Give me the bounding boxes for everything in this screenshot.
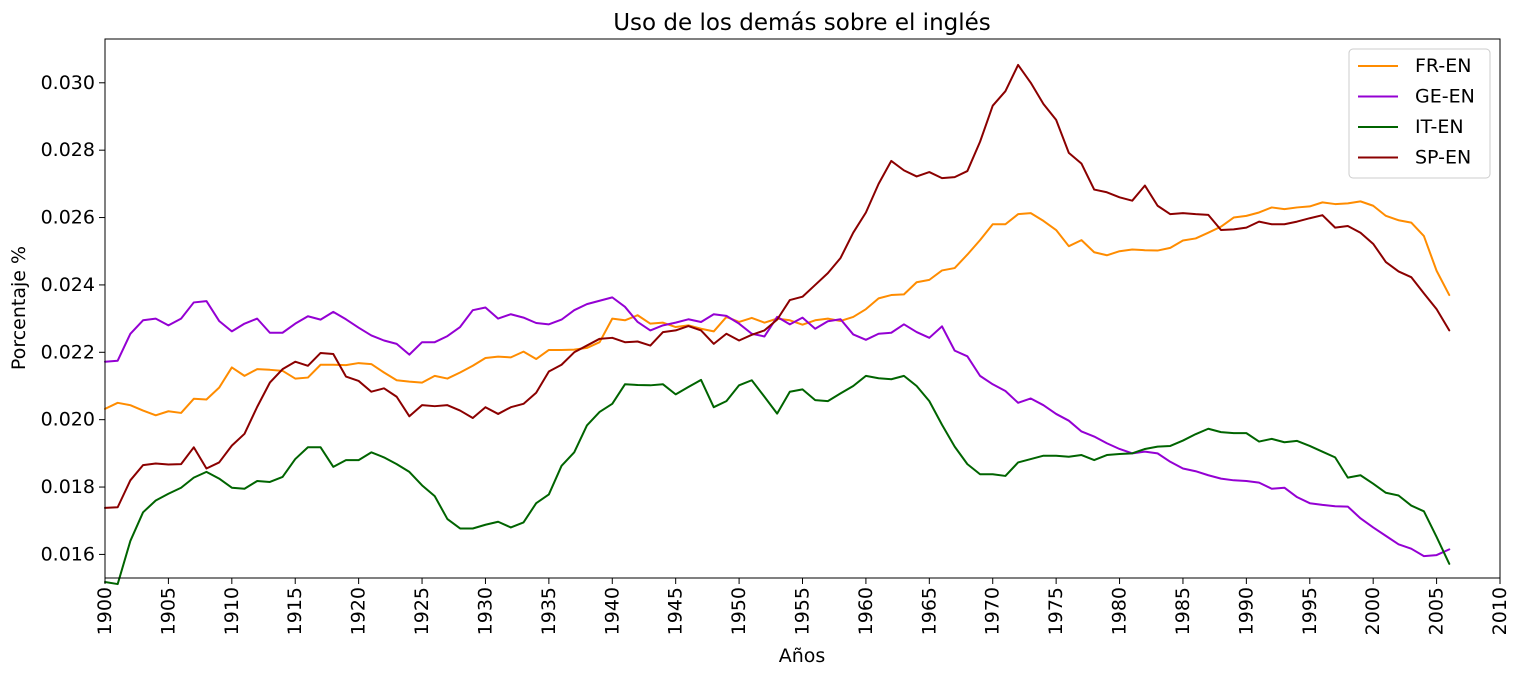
chart-title: Uso de los demás sobre el inglés bbox=[613, 10, 991, 36]
plot-frame bbox=[104, 38, 1501, 579]
x-tick-label: 1900 bbox=[94, 587, 116, 635]
y-tick-label: 0.026 bbox=[41, 207, 95, 229]
y-tick-label: 0.028 bbox=[41, 139, 95, 161]
x-tick-label: 1960 bbox=[855, 587, 877, 635]
plot-area bbox=[104, 38, 1501, 586]
y-tick-label: 0.030 bbox=[41, 72, 95, 94]
y-tick-label: 0.018 bbox=[41, 476, 95, 498]
x-tick-label: 2000 bbox=[1362, 587, 1384, 635]
x-tick-label: 1915 bbox=[284, 587, 306, 635]
x-axis: 1900 1905 1910 1915 1920 1925 1930 1935 1940 1945… bbox=[94, 578, 1511, 635]
x-tick-label: 1980 bbox=[1109, 587, 1131, 635]
y-tick-label: 0.024 bbox=[41, 274, 95, 296]
x-tick-label: 2005 bbox=[1426, 587, 1448, 635]
x-tick-label: 1985 bbox=[1172, 587, 1194, 635]
x-tick-label: 1935 bbox=[538, 587, 560, 635]
legend-label-ge-en: GE-EN bbox=[1415, 86, 1475, 108]
x-tick-label: 1905 bbox=[157, 587, 179, 635]
series-layer bbox=[104, 63, 1451, 586]
x-tick-label: 1975 bbox=[1045, 587, 1067, 635]
x-tick-label: 1945 bbox=[665, 587, 687, 635]
series-line-fr-en bbox=[104, 200, 1451, 417]
legend-label-sp-en: SP-EN bbox=[1415, 147, 1471, 169]
x-tick-label: 1950 bbox=[728, 587, 750, 635]
x-tick-label: 2010 bbox=[1489, 587, 1511, 635]
x-tick-label: 1995 bbox=[1299, 587, 1321, 635]
legend-box bbox=[1348, 48, 1491, 179]
y-axis: 0.016 0.018 0.020 0.022 0.024 0.026 0.028 0.030 bbox=[41, 72, 105, 565]
x-tick-label: 1955 bbox=[792, 587, 814, 635]
y-axis-label: Porcentaje % bbox=[8, 246, 30, 370]
x-tick-label: 1940 bbox=[601, 587, 623, 635]
y-tick-label: 0.016 bbox=[41, 543, 95, 565]
x-tick-label: 1970 bbox=[982, 587, 1004, 635]
x-tick-label: 1925 bbox=[411, 587, 433, 635]
y-tick-label: 0.020 bbox=[41, 409, 95, 431]
legend: FR-EN GE-EN IT-EN SP-EN bbox=[1348, 48, 1491, 179]
x-tick-label: 1910 bbox=[221, 587, 243, 635]
x-axis-label: Años bbox=[779, 645, 826, 667]
x-tick-label: 1920 bbox=[348, 587, 370, 635]
x-tick-label: 1990 bbox=[1235, 587, 1257, 635]
legend-label-it-en: IT-EN bbox=[1415, 116, 1464, 138]
legend-entries: FR-EN GE-EN IT-EN SP-EN bbox=[1358, 55, 1475, 169]
series-line-ge-en bbox=[104, 296, 1451, 558]
x-tick-label: 1965 bbox=[918, 587, 940, 635]
legend-label-fr-en: FR-EN bbox=[1415, 55, 1471, 77]
series-line-sp-en bbox=[104, 63, 1451, 509]
y-tick-label: 0.022 bbox=[41, 341, 95, 363]
series-line-it-en bbox=[104, 374, 1451, 586]
x-tick-label: 1930 bbox=[474, 587, 496, 635]
